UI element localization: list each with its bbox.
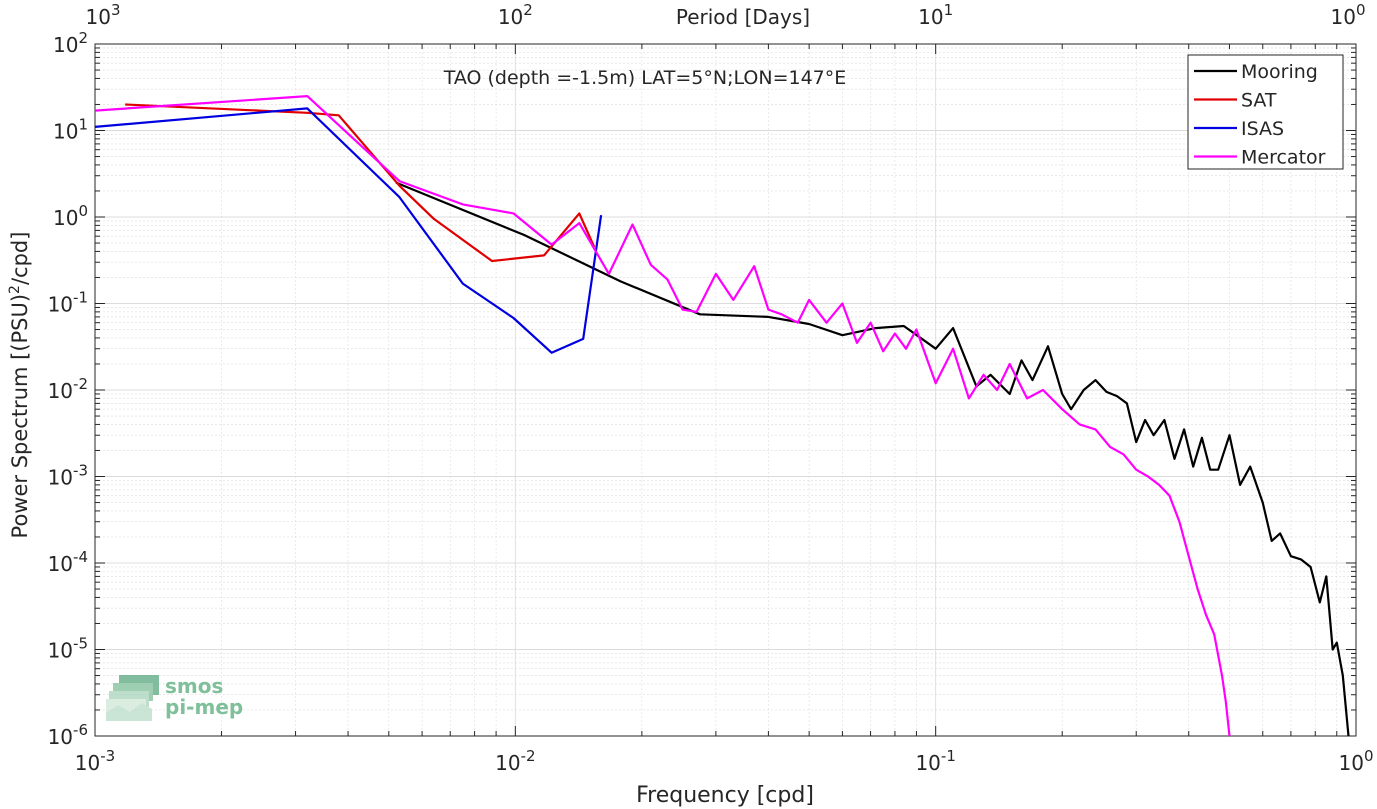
series-line-mooring: [395, 181, 1350, 737]
grid: [94, 44, 1356, 737]
logo-line-1: smos: [165, 674, 223, 698]
logo-line-2: pi-mep: [165, 695, 243, 719]
tick-label-base: 10: [915, 751, 940, 775]
series-line-isas: [94, 107, 603, 354]
tick-label-base: 10: [1331, 5, 1356, 29]
y-tick-label: 10-1: [48, 289, 88, 317]
top-x-tick-label: 103: [86, 1, 121, 29]
legend-label-mooring: Mooring: [1241, 61, 1318, 83]
tick-label-exponent: -2: [73, 375, 88, 393]
x-tick-label: 10-1: [915, 747, 955, 775]
chart-title: TAO (depth =-1.5m) LAT=5°N;LON=147°E: [443, 67, 847, 89]
tick-label-base: 10: [918, 5, 943, 29]
smos-pi-mep-logo: smos pi-mep: [106, 674, 243, 721]
y-axis-label-tail: /cpd]: [8, 232, 32, 285]
logo-graphic: [106, 675, 159, 721]
y-tick-label: 100: [53, 202, 88, 230]
top-x-tick-label: 100: [1331, 1, 1366, 29]
x-axis-label: Frequency [cpd]: [636, 783, 814, 808]
top-x-tick-label: 102: [498, 1, 533, 29]
tick-label-exponent: -1: [73, 289, 88, 307]
tick-label-base: 10: [48, 379, 73, 403]
series-line-sat: [125, 103, 596, 263]
tick-label-base: 10: [48, 725, 73, 749]
tick-label-exponent: -4: [73, 548, 88, 566]
series-line-mercator: [94, 94, 1231, 737]
tick-label-exponent: 0: [1356, 1, 1366, 19]
legend: Mooring SAT ISAS Mercator: [1187, 54, 1344, 170]
y-tick-label: 10-6: [48, 721, 88, 749]
top-x-axis-label: Period [Days]: [676, 5, 810, 29]
tick-label-exponent: 3: [111, 1, 121, 19]
series-lines: [94, 94, 1350, 737]
tick-label-exponent: 1: [944, 1, 954, 19]
y-axis-label: Power Spectrum [(PSU)2/cpd]: [7, 232, 32, 539]
legend-label-sat: SAT: [1241, 90, 1277, 112]
tick-label-base: 10: [1339, 751, 1364, 775]
tick-label-base: 10: [86, 5, 111, 29]
tick-label-base: 10: [48, 466, 73, 490]
y-tick-label: 10-4: [48, 548, 88, 576]
tick-label-base: 10: [498, 5, 523, 29]
tick-label-base: 10: [48, 552, 73, 576]
tick-label-base: 10: [53, 33, 78, 57]
tick-label-exponent: -3: [73, 462, 88, 480]
tick-label-exponent: -6: [73, 721, 88, 739]
y-tick-label: 101: [53, 116, 88, 144]
tick-label-base: 10: [48, 293, 73, 317]
tick-label-base: 10: [48, 639, 73, 663]
tick-label-base: 10: [495, 751, 520, 775]
top-x-tick-label: 101: [918, 1, 953, 29]
tick-label-exponent: -5: [73, 635, 88, 653]
y-axis-label-main: Power Spectrum [(PSU): [8, 294, 32, 539]
x-tick-label: 100: [1339, 747, 1374, 775]
tick-label-base: 10: [75, 751, 100, 775]
tick-label-exponent: -2: [521, 747, 536, 765]
y-tick-label: 10-5: [48, 635, 88, 663]
tick-label-exponent: 2: [523, 1, 533, 19]
x-tick-label: 10-3: [75, 747, 115, 775]
tick-label-base: 10: [53, 206, 78, 230]
tick-label-base: 10: [53, 120, 78, 144]
tick-label-exponent: -1: [941, 747, 956, 765]
y-tick-label: 10-3: [48, 462, 88, 490]
tick-label-exponent: 0: [78, 202, 88, 220]
tick-label-exponent: 2: [78, 29, 88, 47]
x-tick-label: 10-2: [495, 747, 535, 775]
tick-label-exponent: 1: [78, 116, 88, 134]
tick-label-exponent: -3: [100, 747, 115, 765]
y-tick-label: 10-2: [48, 375, 88, 403]
legend-label-isas: ISAS: [1241, 118, 1284, 140]
y-tick-label: 102: [53, 29, 88, 57]
y-axis-label-exponent: 2: [7, 285, 23, 294]
tick-label-exponent: 0: [1364, 747, 1374, 765]
legend-label-mercator: Mercator: [1241, 147, 1326, 169]
legend-box: [1187, 54, 1344, 170]
